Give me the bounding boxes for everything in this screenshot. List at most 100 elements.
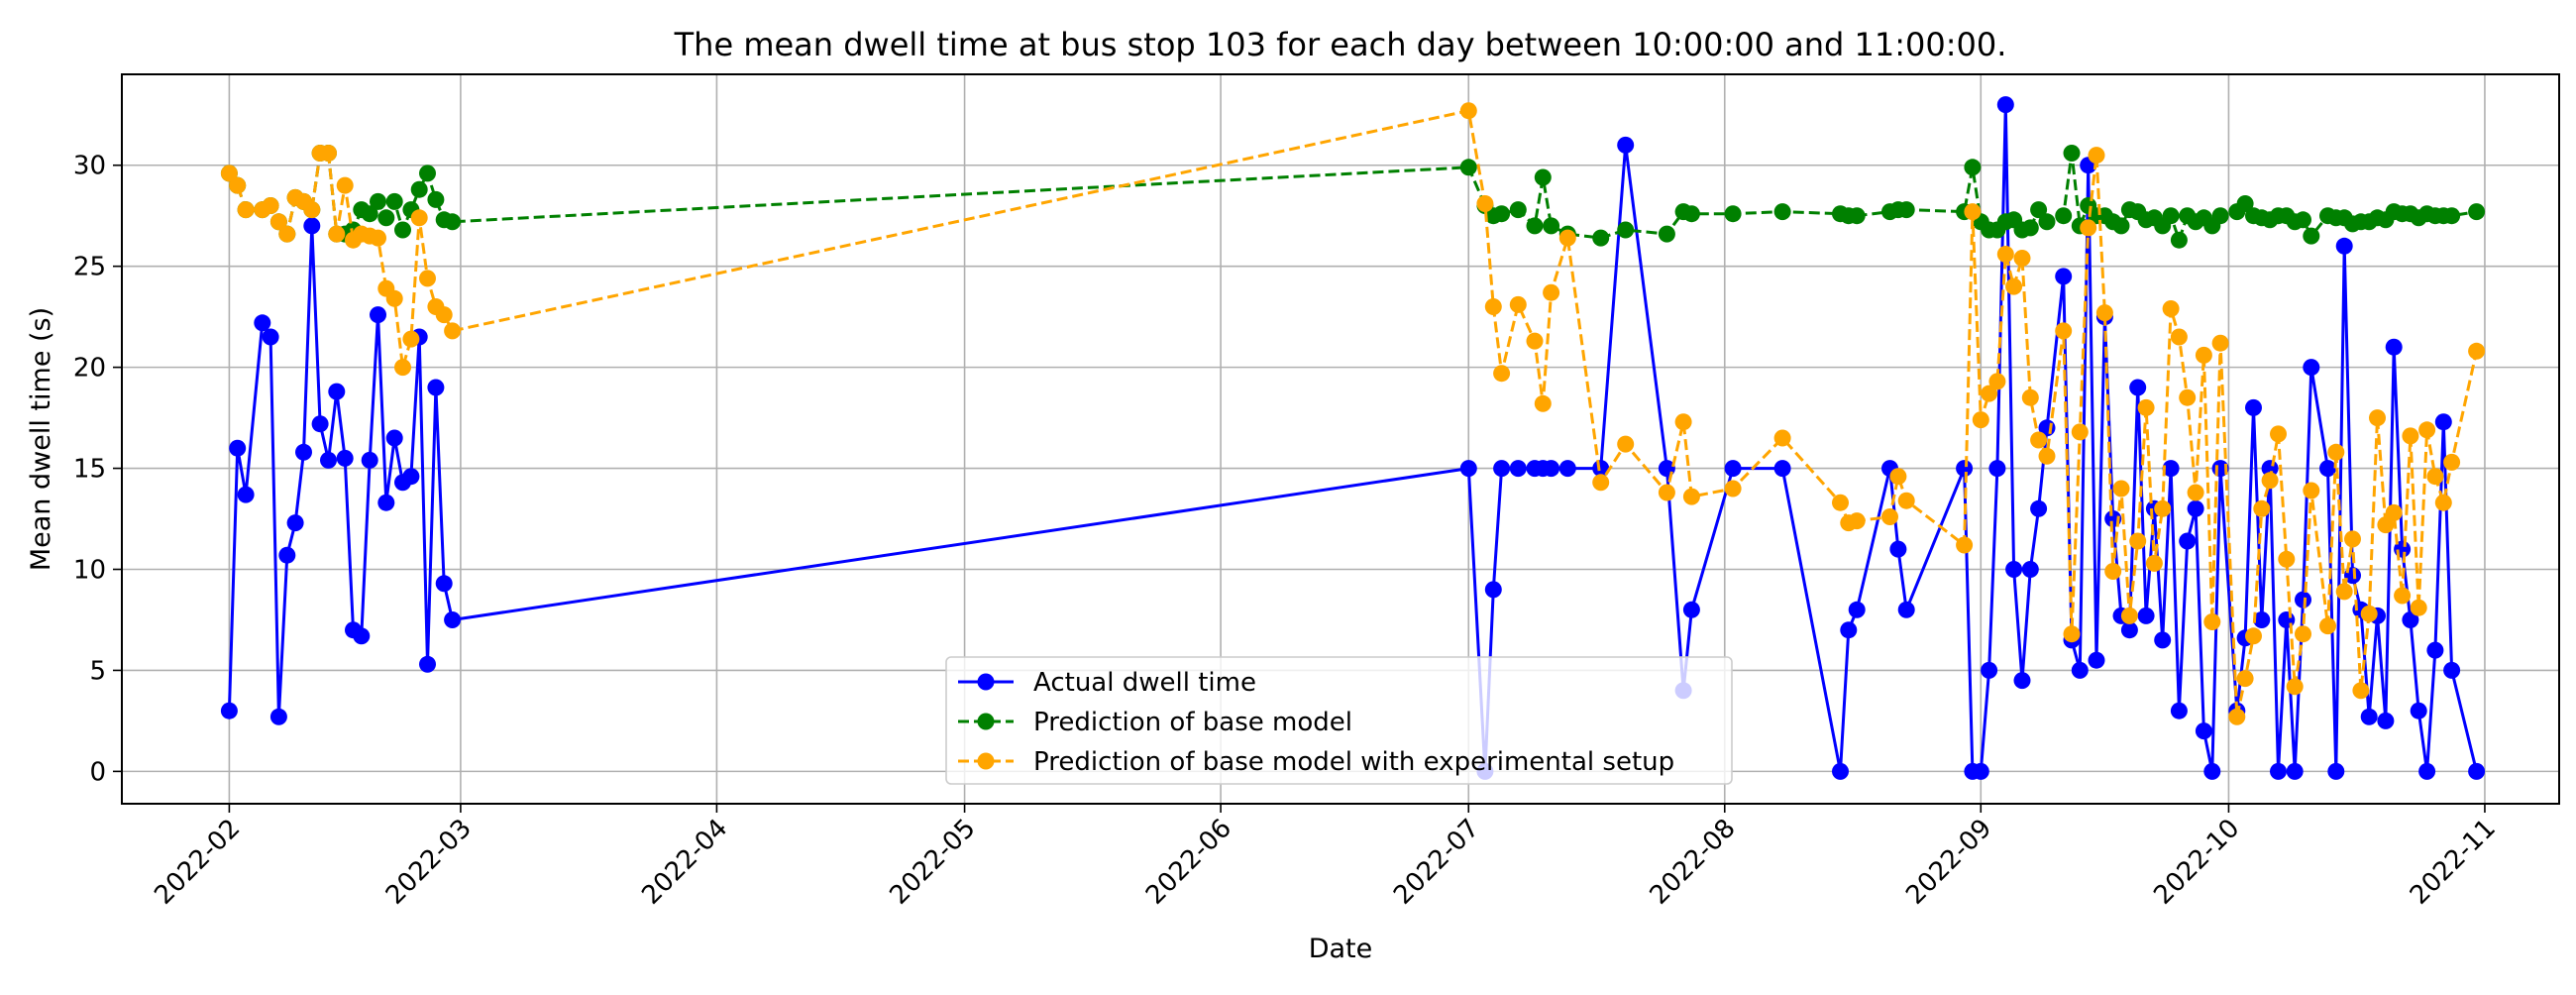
data-point xyxy=(2377,516,2395,534)
data-point xyxy=(2295,211,2311,229)
data-point xyxy=(2402,427,2419,445)
data-point xyxy=(1848,207,1866,225)
legend-label: Prediction of base model xyxy=(1033,708,1352,737)
data-point xyxy=(2055,207,2073,225)
data-point xyxy=(1996,96,2014,114)
data-point xyxy=(2129,532,2147,550)
data-point xyxy=(2030,201,2048,219)
legend-label: Actual dwell time xyxy=(1033,668,1256,698)
data-point xyxy=(1848,512,1866,530)
series-3 xyxy=(220,102,2486,725)
data-point xyxy=(2170,328,2188,346)
data-point xyxy=(2278,550,2296,568)
data-point xyxy=(1956,536,1974,554)
data-point xyxy=(1724,480,1742,498)
data-point xyxy=(1996,246,2014,263)
data-point xyxy=(262,328,279,346)
data-point xyxy=(2088,147,2105,165)
series-line xyxy=(228,109,2479,719)
data-point xyxy=(2038,447,2056,465)
data-point xyxy=(2013,250,2031,267)
data-point xyxy=(1897,492,1915,509)
data-point xyxy=(435,575,453,593)
data-point xyxy=(377,494,395,511)
data-point xyxy=(2162,300,2180,317)
data-point xyxy=(2319,617,2336,635)
data-point xyxy=(2021,561,2039,578)
data-point xyxy=(385,289,403,307)
data-point xyxy=(2468,762,2486,780)
data-point xyxy=(220,165,238,182)
data-point xyxy=(2295,591,2311,608)
data-point xyxy=(2327,762,2345,780)
data-point xyxy=(361,205,378,223)
data-point xyxy=(1493,205,1511,223)
data-point xyxy=(237,486,255,503)
data-point xyxy=(2137,607,2155,624)
data-point xyxy=(328,383,346,400)
data-point xyxy=(1617,136,1635,154)
data-point xyxy=(2055,268,2073,285)
data-point xyxy=(2418,762,2436,780)
data-point xyxy=(2038,213,2056,231)
legend-box xyxy=(945,656,1733,785)
data-point xyxy=(2394,587,2412,605)
data-point xyxy=(262,197,279,214)
data-point xyxy=(1509,295,1527,313)
data-point xyxy=(1988,373,2006,390)
data-point xyxy=(1897,601,1915,618)
data-point xyxy=(2211,207,2229,225)
y-tick-label: 20 xyxy=(73,354,106,384)
data-point xyxy=(419,165,436,182)
data-point xyxy=(1617,221,1635,239)
data-point xyxy=(2137,398,2155,416)
data-point xyxy=(1509,201,1527,219)
data-point xyxy=(419,270,436,287)
data-point xyxy=(385,429,403,447)
data-point xyxy=(2418,421,2436,439)
data-point xyxy=(2187,499,2204,517)
data-point xyxy=(353,627,371,645)
data-point xyxy=(278,546,296,564)
data-point xyxy=(1592,474,1610,492)
data-point xyxy=(2270,425,2287,443)
data-point xyxy=(2179,532,2197,550)
data-point xyxy=(220,702,238,719)
data-point xyxy=(2063,625,2081,643)
data-point xyxy=(402,468,420,486)
data-point xyxy=(1881,508,1898,525)
data-point xyxy=(2344,530,2361,548)
data-point xyxy=(2021,388,2039,406)
y-tick-label: 10 xyxy=(73,556,106,586)
data-point xyxy=(2426,641,2444,659)
data-point xyxy=(1476,195,1494,212)
data-point xyxy=(435,306,453,324)
data-point xyxy=(1592,229,1610,247)
data-point xyxy=(2286,678,2304,696)
data-point xyxy=(1773,429,1791,447)
data-point xyxy=(2120,607,2138,624)
data-point xyxy=(320,145,337,162)
data-point xyxy=(1509,460,1527,478)
data-point xyxy=(2236,670,2254,688)
data-point xyxy=(295,443,312,461)
data-point xyxy=(229,439,247,457)
data-point xyxy=(1459,159,1477,176)
data-point xyxy=(286,514,304,532)
data-point xyxy=(370,229,386,247)
data-point xyxy=(1832,762,1849,780)
data-point xyxy=(2385,338,2403,356)
data-point xyxy=(370,306,386,324)
data-point xyxy=(444,611,462,628)
legend-marker xyxy=(977,713,995,730)
data-point xyxy=(311,415,329,433)
data-point xyxy=(1658,225,1675,243)
y-tick-label: 25 xyxy=(73,253,106,282)
data-point xyxy=(2319,460,2336,478)
data-point xyxy=(1558,460,1576,478)
legend-label: Prediction of base model with experiment… xyxy=(1033,747,1674,777)
data-point xyxy=(1988,460,2006,478)
data-point xyxy=(2295,625,2311,643)
data-point xyxy=(2228,708,2246,725)
data-point xyxy=(2369,409,2386,427)
